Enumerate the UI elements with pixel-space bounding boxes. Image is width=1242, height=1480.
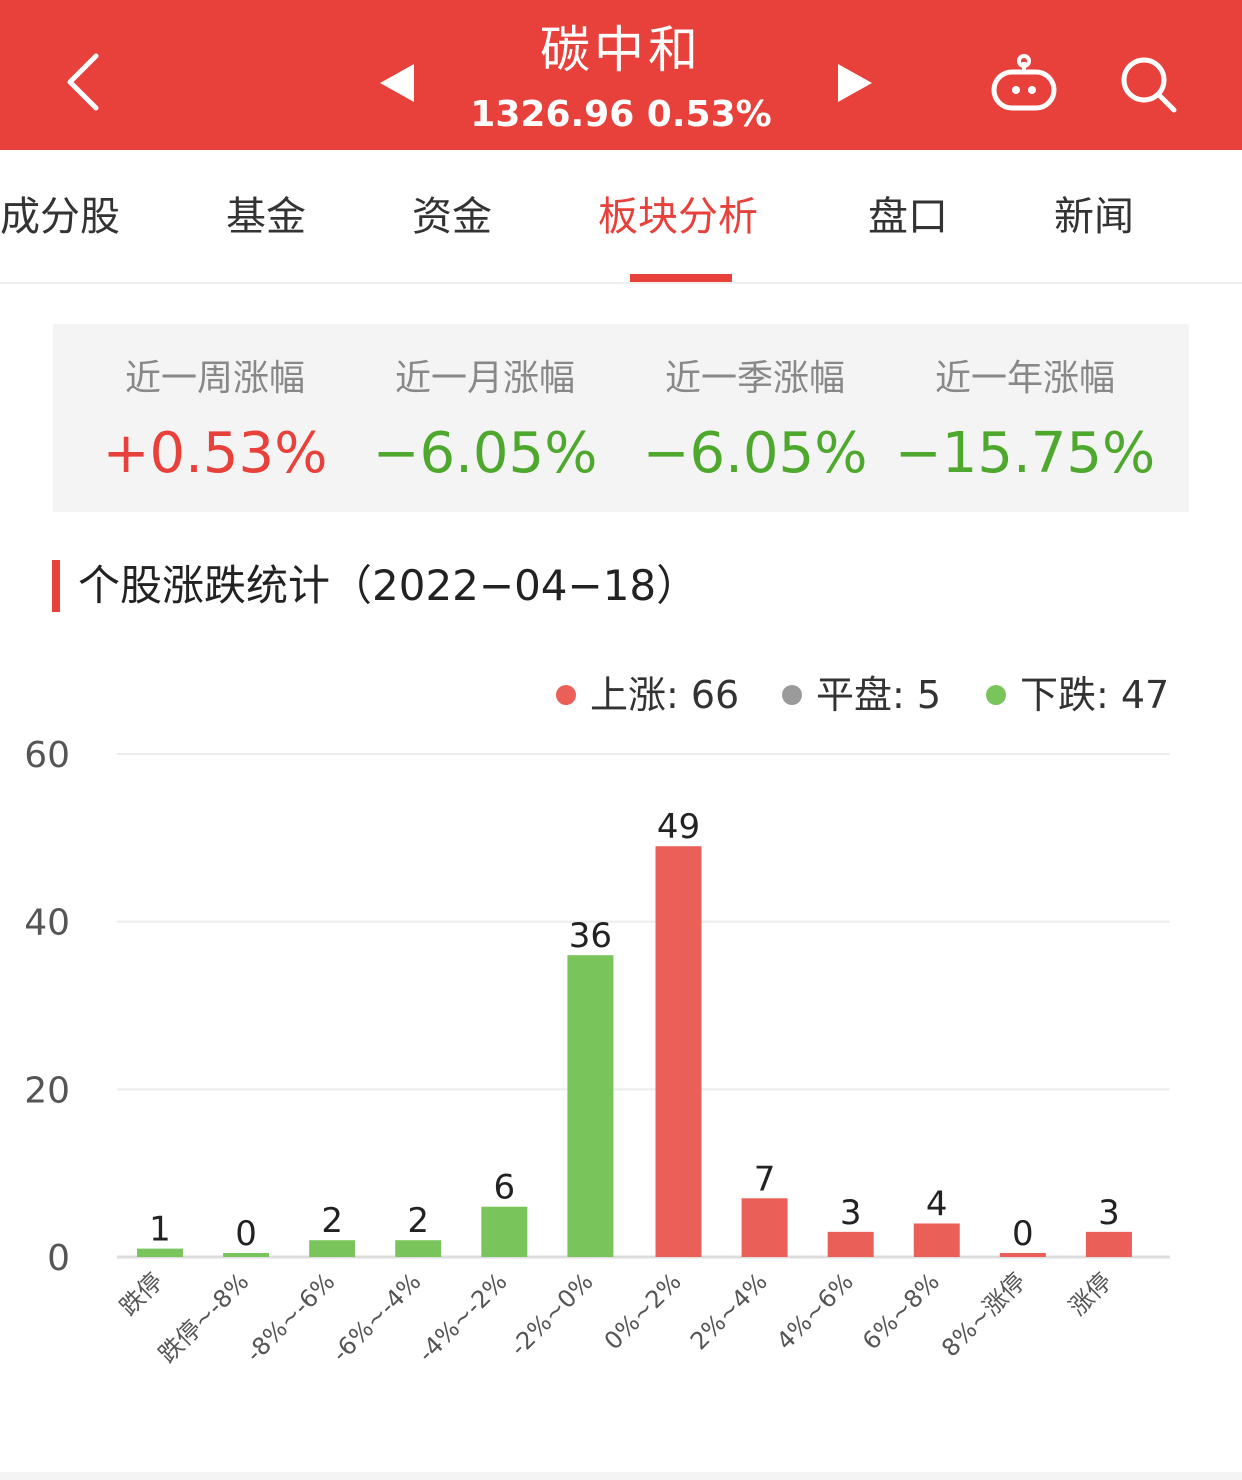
next-sector-button[interactable] bbox=[828, 58, 878, 108]
x-tick-label: -2%~0% bbox=[505, 1267, 599, 1361]
bar bbox=[395, 1240, 442, 1257]
data-label: 4 bbox=[926, 1184, 948, 1224]
legend-down-label: 下跌: 47 bbox=[1020, 673, 1170, 717]
stat-quarter-label: 近一季涨幅 bbox=[664, 358, 845, 399]
stat-month-label: 近一月涨幅 bbox=[394, 358, 575, 399]
bar bbox=[1085, 1231, 1132, 1257]
legend-flat-dot-icon bbox=[782, 684, 802, 705]
legend-up: 上涨: 66 bbox=[556, 670, 739, 720]
data-label: 3 bbox=[1098, 1193, 1120, 1233]
y-tick-label: 0 bbox=[47, 1238, 70, 1279]
legend-up-label: 上涨: 66 bbox=[590, 673, 740, 717]
legend-up-dot-icon bbox=[556, 684, 576, 705]
tab-bar: 成分股 基金 资金 板块分析 盘口 新闻 bbox=[0, 150, 1242, 284]
y-tick-label: 40 bbox=[24, 903, 70, 944]
search-icon bbox=[1121, 57, 1177, 113]
bar bbox=[655, 846, 702, 1257]
index-quote: 1326.96 0.53% bbox=[470, 94, 772, 135]
bar bbox=[137, 1248, 183, 1257]
data-label: 6 bbox=[494, 1168, 516, 1208]
stat-year-label: 近一年涨幅 bbox=[934, 358, 1115, 399]
x-tick-label: 涨停 bbox=[1063, 1267, 1117, 1321]
prev-triangle-icon bbox=[380, 64, 414, 102]
x-tick-label: 6%~8% bbox=[857, 1267, 945, 1355]
data-label: 2 bbox=[407, 1201, 429, 1241]
x-tick-label: -6%~-4% bbox=[326, 1267, 426, 1367]
legend-down: 下跌: 47 bbox=[986, 670, 1169, 720]
data-label: 0 bbox=[235, 1214, 257, 1254]
y-tick-label: 60 bbox=[24, 735, 70, 776]
bar bbox=[741, 1198, 788, 1257]
bar bbox=[567, 955, 614, 1257]
data-label: 7 bbox=[754, 1159, 776, 1199]
stat-month-value: −6.05% bbox=[372, 421, 598, 486]
x-tick-label: 2%~4% bbox=[685, 1267, 773, 1355]
tab-funds[interactable]: 基金 bbox=[226, 194, 306, 240]
x-tick-label: -8%~-6% bbox=[240, 1267, 340, 1367]
x-tick-label: 4%~6% bbox=[771, 1267, 859, 1355]
bar bbox=[913, 1223, 960, 1257]
stat-year-value: −15.75% bbox=[894, 421, 1156, 486]
bar bbox=[481, 1206, 528, 1257]
data-label: 0 bbox=[1012, 1214, 1034, 1254]
prev-sector-button[interactable] bbox=[374, 58, 424, 108]
bottom-divider bbox=[0, 1472, 1242, 1480]
stat-week-value: +0.53% bbox=[102, 421, 328, 486]
distribution-bar-chart: 02040601跌停0跌停~-8%2-8%~-6%2-6%~-4%6-4%~-2… bbox=[24, 735, 1170, 1368]
data-label: 3 bbox=[840, 1193, 862, 1233]
tab-capital[interactable]: 资金 bbox=[412, 194, 492, 240]
legend-down-dot-icon bbox=[986, 684, 1006, 705]
bar bbox=[309, 1240, 356, 1257]
back-chevron-icon bbox=[67, 53, 99, 111]
stat-week-label: 近一周涨幅 bbox=[124, 358, 305, 399]
tab-constituents[interactable]: 成分股 bbox=[0, 194, 120, 240]
robot-icon bbox=[991, 54, 1057, 111]
data-label: 36 bbox=[569, 916, 612, 956]
bar bbox=[999, 1253, 1046, 1257]
performance-panel: 近一周涨幅 +0.53% 近一月涨幅 −6.05% 近一季涨幅 −6.05% 近… bbox=[53, 324, 1189, 512]
back-button[interactable] bbox=[56, 46, 116, 118]
page-title: 碳中和 bbox=[540, 21, 702, 79]
x-tick-label: 0%~2% bbox=[599, 1267, 687, 1355]
next-triangle-icon bbox=[838, 64, 872, 102]
data-label: 49 bbox=[657, 807, 700, 847]
y-tick-label: 20 bbox=[24, 1070, 70, 1111]
active-tab-indicator bbox=[630, 274, 732, 282]
section-title: 个股涨跌统计（2022−04−18） bbox=[78, 561, 699, 610]
data-label: 2 bbox=[321, 1201, 343, 1241]
x-tick-label: 跌停 bbox=[115, 1267, 169, 1321]
x-tick-label: 8%~涨停 bbox=[936, 1267, 1031, 1362]
legend-flat: 平盘: 5 bbox=[782, 670, 941, 720]
data-label: 1 bbox=[149, 1210, 171, 1250]
bar bbox=[827, 1231, 874, 1257]
x-tick-label: 跌停~-8% bbox=[153, 1267, 254, 1368]
tab-sector-analysis[interactable]: 板块分析 bbox=[598, 194, 758, 240]
robot-assistant-button[interactable] bbox=[988, 52, 1060, 118]
top-bar: 碳中和 1326.96 0.53% bbox=[0, 0, 1242, 150]
x-tick-label: -4%~-2% bbox=[412, 1267, 512, 1367]
bar bbox=[223, 1253, 270, 1257]
section-accent-bar bbox=[52, 560, 60, 612]
search-button[interactable] bbox=[1114, 52, 1184, 118]
tab-news[interactable]: 新闻 bbox=[1054, 194, 1134, 240]
tab-order-book[interactable]: 盘口 bbox=[868, 194, 948, 240]
legend-flat-label: 平盘: 5 bbox=[816, 673, 942, 717]
stat-quarter-value: −6.05% bbox=[642, 421, 868, 486]
